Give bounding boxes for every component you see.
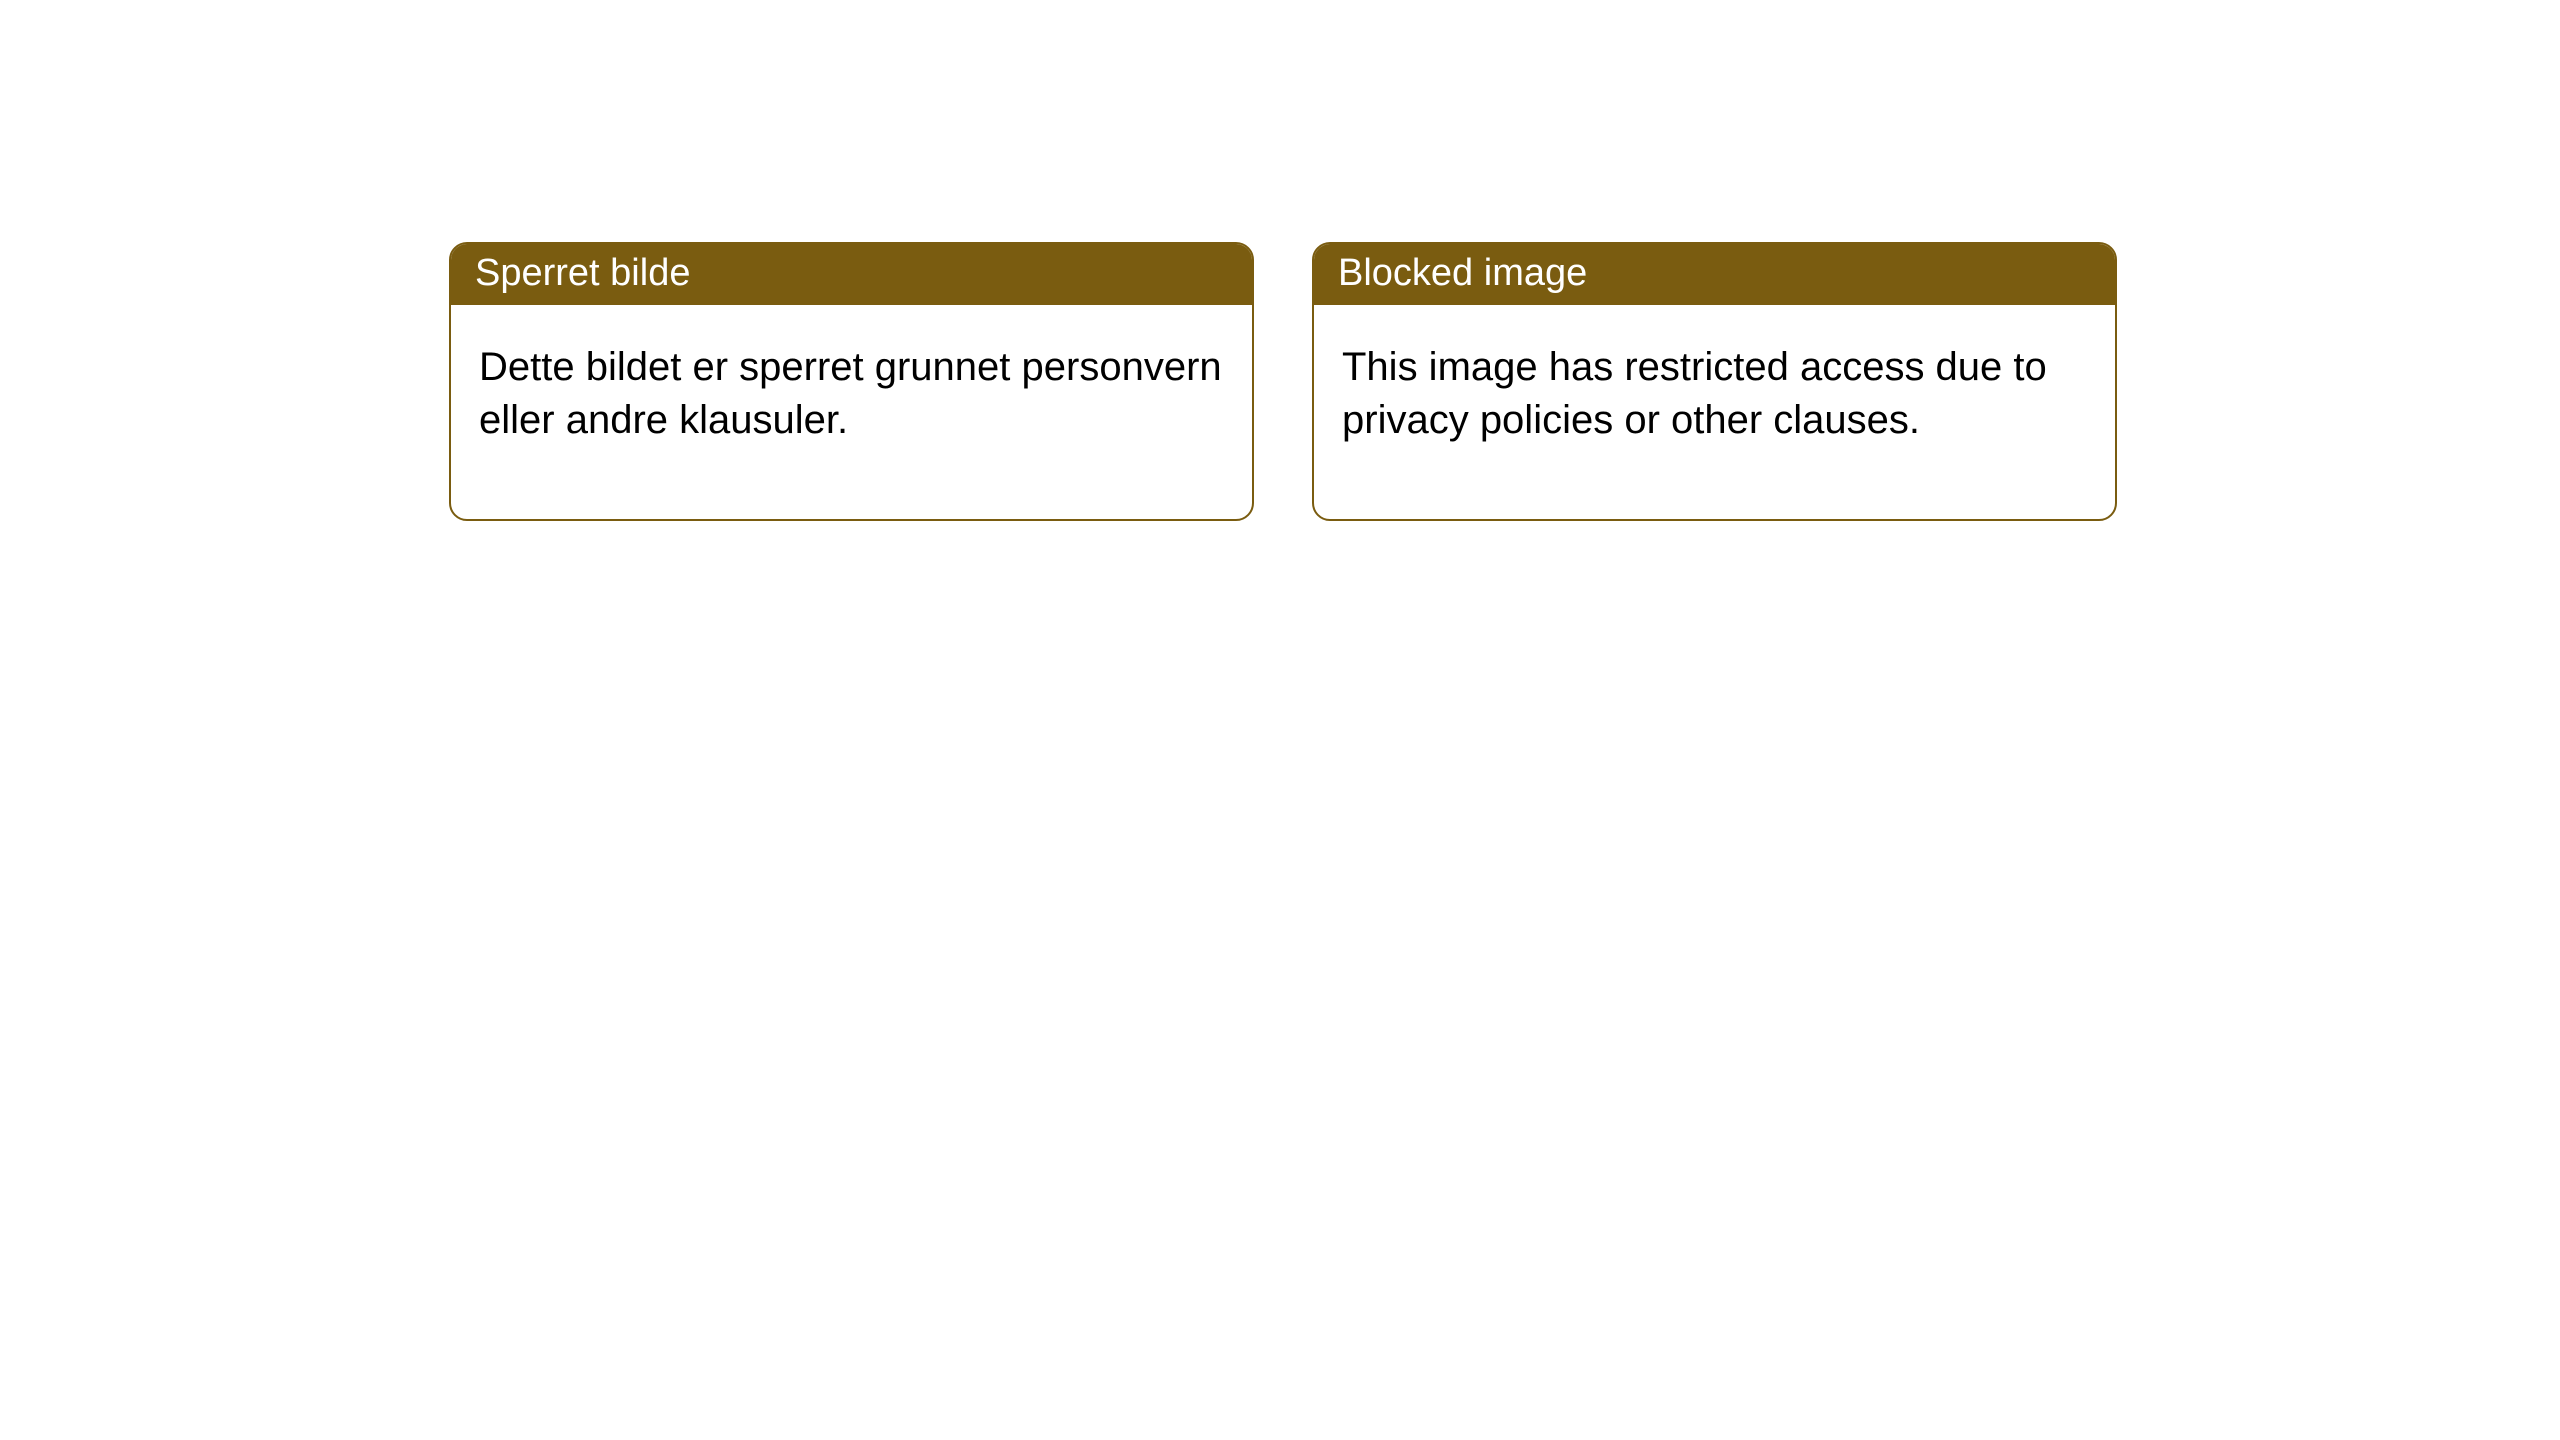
notice-title: Sperret bilde bbox=[475, 252, 690, 294]
notice-header: Sperret bilde bbox=[451, 244, 1252, 305]
notice-body-text: Dette bildet er sperret grunnet personve… bbox=[479, 345, 1222, 442]
notice-container: Sperret bilde Dette bildet er sperret gr… bbox=[0, 0, 2560, 521]
notice-body-text: This image has restricted access due to … bbox=[1342, 345, 2047, 442]
notice-card-english: Blocked image This image has restricted … bbox=[1312, 242, 2117, 521]
notice-title: Blocked image bbox=[1338, 252, 1587, 294]
notice-body: Dette bildet er sperret grunnet personve… bbox=[451, 305, 1252, 519]
notice-header: Blocked image bbox=[1314, 244, 2115, 305]
notice-card-norwegian: Sperret bilde Dette bildet er sperret gr… bbox=[449, 242, 1254, 521]
notice-body: This image has restricted access due to … bbox=[1314, 305, 2115, 519]
